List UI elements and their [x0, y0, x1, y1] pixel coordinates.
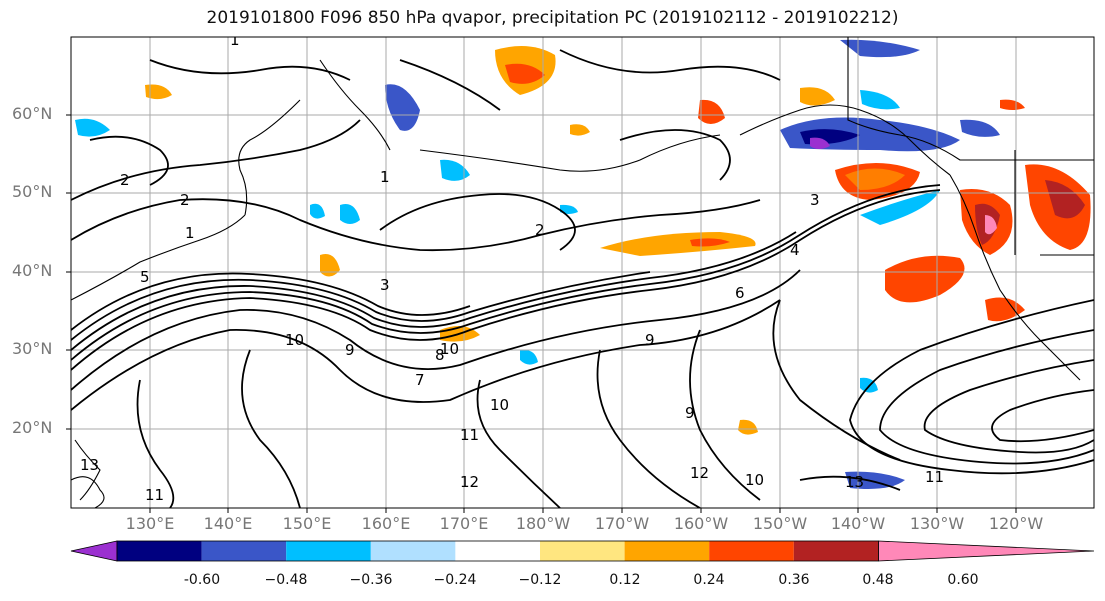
contour-label: 9 — [645, 331, 655, 349]
lon-label: 150°E — [282, 514, 332, 533]
lon-label: 160°E — [361, 514, 411, 533]
contour-label: 10 — [490, 396, 509, 414]
lon-label: 140°E — [203, 514, 253, 533]
contour-label: 11 — [925, 468, 944, 486]
contour-label: 2 — [180, 191, 190, 209]
contour-label: 11 — [145, 486, 164, 504]
colorbar-tick-label: −0.12 — [518, 572, 562, 588]
precip-negative-patches — [75, 39, 1000, 489]
colorbar-tick-label: 0.48 — [862, 572, 894, 588]
contour-label: 1 — [185, 224, 195, 242]
lat-label-40n: 40°N — [12, 261, 53, 280]
map-title: 2019101800 F096 850 hPa qvapor, precipit… — [206, 8, 899, 28]
lon-label: 160°W — [673, 514, 729, 533]
contour-label: 10 — [440, 340, 459, 358]
colorbar-tick-label: −0.24 — [433, 572, 477, 588]
lat-label-60n: 60°N — [12, 104, 53, 123]
lon-label: 130°W — [909, 514, 965, 533]
lon-label: 170°W — [594, 514, 650, 533]
contour-label: 12 — [460, 473, 479, 491]
axis-ticks — [66, 114, 1017, 513]
contour-label: 10 — [285, 331, 304, 349]
contour-label: 9 — [345, 341, 355, 359]
contour-label: 13 — [80, 456, 99, 474]
lon-label: 120°W — [988, 514, 1044, 533]
contour-label: 10 — [745, 471, 764, 489]
contour-label: 8 — [435, 346, 445, 364]
contour-label: 1 — [380, 168, 390, 186]
contour-label: 2 — [535, 221, 545, 239]
qvapor-contours — [71, 49, 1094, 508]
precip-positive-patches — [145, 46, 1091, 435]
colorbar-tick-label: 0.36 — [778, 572, 810, 588]
colorbar-tick-label: −0.48 — [264, 572, 308, 588]
lat-label-50n: 50°N — [12, 182, 53, 201]
lat-label-30n: 30°N — [12, 339, 53, 358]
contour-label: 4 — [790, 241, 800, 259]
contour-label: 3 — [380, 276, 390, 294]
contour-label: 13 — [845, 473, 864, 491]
contour-labels: 1 1 1 2 2 2 3 3 4 5 6 7 8 9 9 9 10 10 10… — [80, 31, 944, 504]
contour-label: 7 — [415, 371, 425, 389]
lon-label: 150°W — [752, 514, 808, 533]
contour-label: 6 — [735, 284, 745, 302]
contour-label: 12 — [690, 464, 709, 482]
colorbar-tick-label: 0.60 — [947, 572, 979, 588]
contour-label: 11 — [460, 426, 479, 444]
lon-label: 140°W — [830, 514, 886, 533]
lon-label: 130°E — [125, 514, 175, 533]
contour-label: 9 — [685, 404, 695, 422]
contour-label: 1 — [230, 31, 240, 49]
colorbar-tick-label: 0.12 — [609, 572, 641, 588]
graticule — [71, 37, 1094, 508]
lon-label: 180°W — [515, 514, 571, 533]
contour-label: 3 — [810, 191, 820, 209]
contour-label: 5 — [140, 268, 150, 286]
colorbar-tick-label: 0.24 — [693, 572, 725, 588]
lat-label-20n: 20°N — [12, 418, 53, 437]
colorbar-tick-label: −0.36 — [349, 572, 393, 588]
contour-label: 2 — [120, 171, 130, 189]
colorbar-tick-label: -0.60 — [183, 572, 221, 588]
coastlines — [71, 37, 1094, 508]
lon-label: 170°E — [439, 514, 489, 533]
